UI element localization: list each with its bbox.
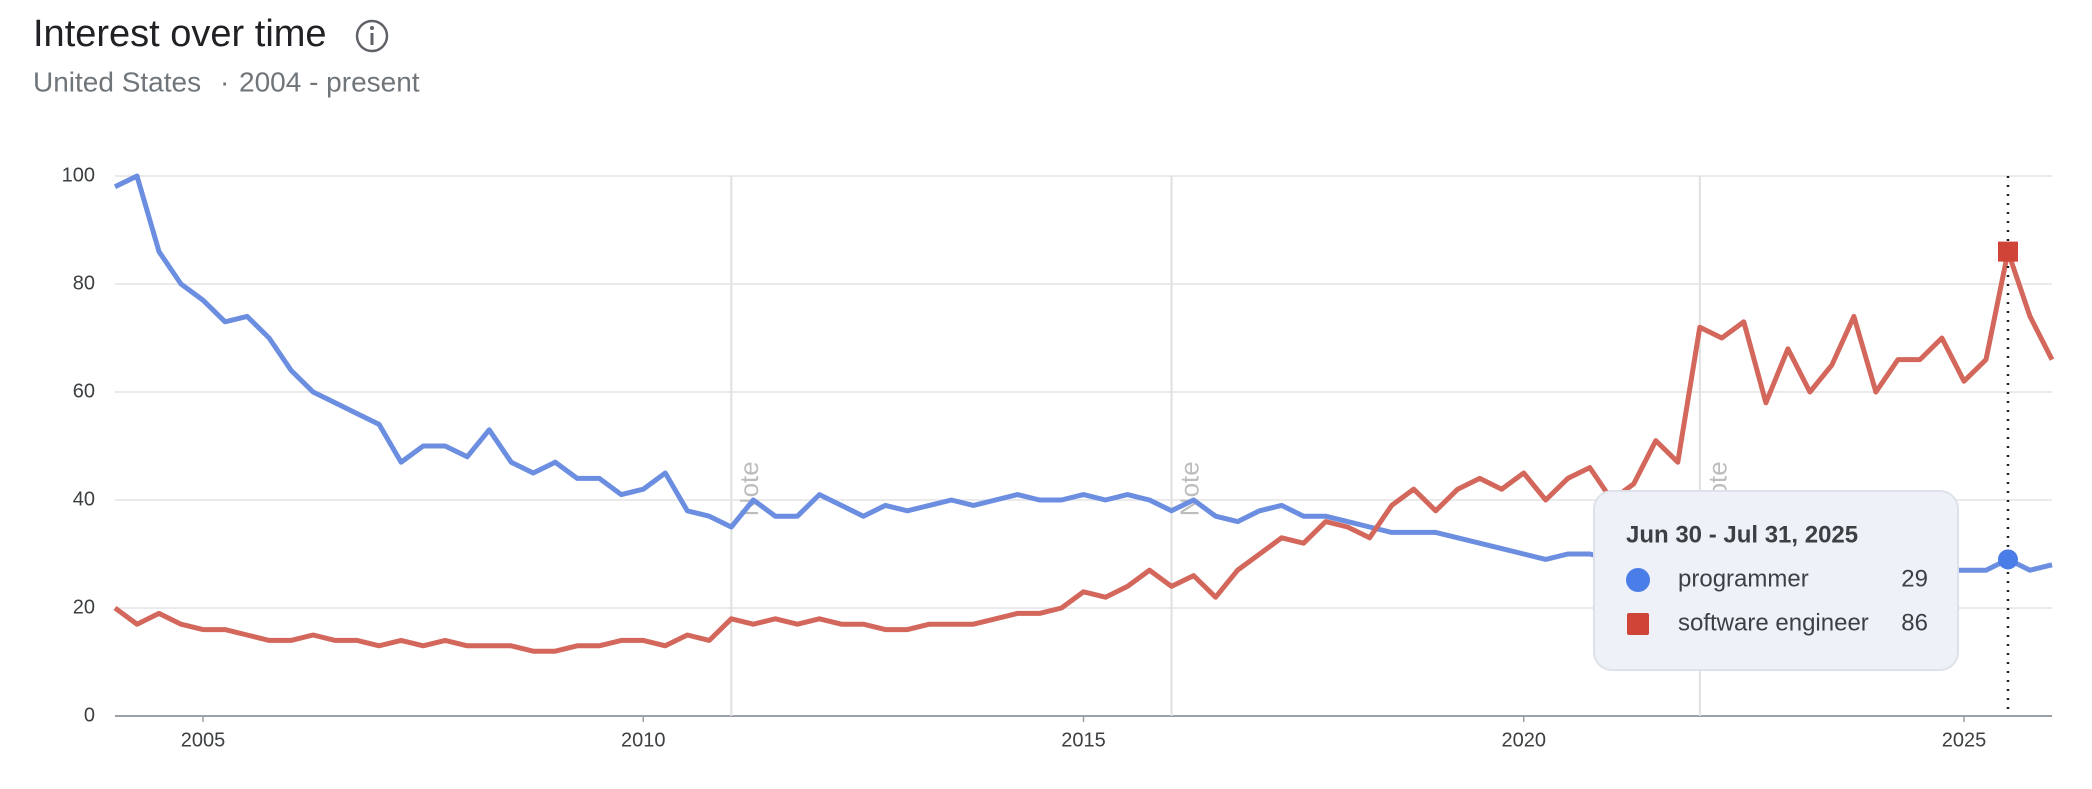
hover-marker xyxy=(1997,241,2018,262)
y-tick-label: 20 xyxy=(73,596,95,618)
y-tick-label: 60 xyxy=(73,380,95,402)
x-tick-label: 2010 xyxy=(621,729,666,751)
y-tick-label: 40 xyxy=(73,488,95,510)
x-tick-label: 2020 xyxy=(1501,729,1546,751)
hover-marker xyxy=(1997,549,2018,570)
tooltip-title: Jun 30 - Jul 31, 2025 xyxy=(1626,521,1858,548)
chart-title: Interest over time xyxy=(33,13,327,55)
series-line xyxy=(113,249,2055,654)
period: 2004 - present xyxy=(239,66,420,97)
x-tick-label: 2015 xyxy=(1061,729,1106,751)
tooltip-box xyxy=(1593,490,1959,671)
y-tick-label: 80 xyxy=(73,272,95,294)
tooltip-series-name: programmer xyxy=(1678,565,1809,592)
info-icon[interactable] xyxy=(355,19,389,53)
tooltip-value: 86 xyxy=(1901,609,1928,636)
region: United States xyxy=(33,66,201,97)
y-tick-label: 0 xyxy=(84,704,95,726)
tooltip-swatch xyxy=(1627,613,1649,635)
x-tick-label: 2025 xyxy=(1942,729,1987,751)
y-tick-label: 100 xyxy=(62,164,95,186)
tooltip-swatch xyxy=(1626,568,1650,592)
tooltip: Jun 30 - Jul 31, 2025 programmer 29 softwa… xyxy=(1593,490,1959,671)
separator: · xyxy=(220,66,229,97)
tooltip-series-name: software engineer xyxy=(1678,609,1869,636)
tooltip-value: 29 xyxy=(1901,565,1928,592)
x-tick-label: 2005 xyxy=(181,729,226,751)
